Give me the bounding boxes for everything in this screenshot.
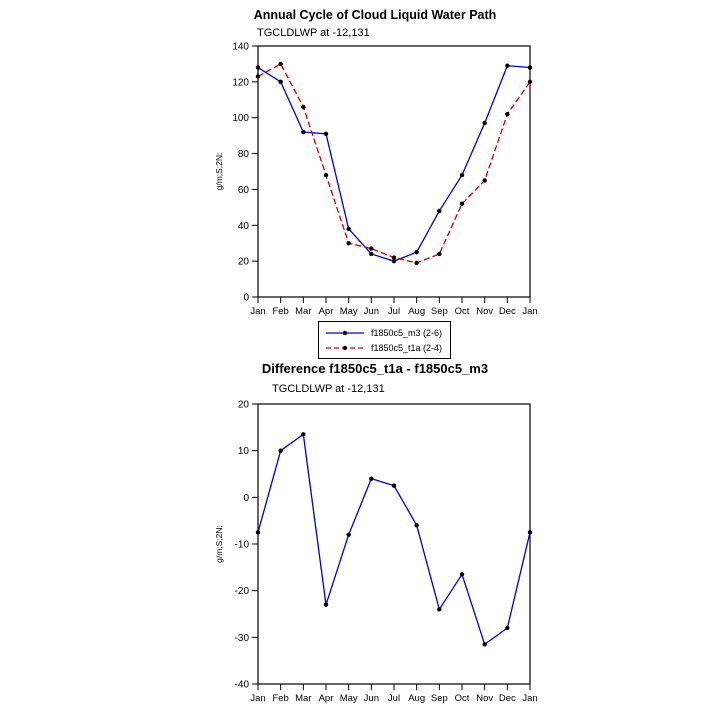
svg-text:-30: -30: [235, 633, 250, 644]
svg-text:Feb: Feb: [272, 306, 288, 317]
legend-label-t1a: f1850c5_t1a (2-4): [371, 342, 443, 353]
svg-text:60: 60: [238, 185, 250, 196]
legend-item-t1a: f1850c5_t1a (2-4): [324, 340, 442, 355]
svg-text:-10: -10: [235, 540, 250, 551]
svg-text:100: 100: [232, 113, 249, 124]
svg-text:Dec: Dec: [499, 693, 516, 704]
bottom-chart-title: Difference f1850c5_t1a - f1850c5_m3: [261, 361, 489, 376]
svg-text:20: 20: [238, 400, 250, 411]
annual-cycle-line-chart: 0 20 40 60 80 100 120 140 Jan Feb Mar Apr May Jun Jul A…: [214, 42, 538, 318]
svg-text:Sep: Sep: [431, 306, 448, 317]
svg-text:Mar: Mar: [295, 306, 311, 317]
svg-text:g/m;S;2N:: g/m;S;2N:: [214, 525, 224, 563]
legend-line-sample-m3: [326, 330, 364, 335]
svg-text:0: 0: [243, 493, 249, 504]
svg-text:Jul: Jul: [388, 693, 400, 704]
legend-line-sample-t1a: [326, 345, 364, 350]
svg-text:Nov: Nov: [476, 306, 493, 317]
svg-text:May: May: [340, 306, 358, 317]
svg-text:20: 20: [238, 257, 250, 268]
top-chart-title: Annual Cycle of Cloud Liquid Water Path: [253, 8, 497, 22]
svg-text:0: 0: [243, 293, 249, 304]
difference-line-chart: -40 -30 -20 -10 0 10 20 Jan Feb Mar Apr May Jun Jul Au…: [214, 400, 538, 705]
bottom-chart-subtitle: TGCLDLWP at -12,131: [272, 383, 385, 395]
svg-text:May: May: [340, 693, 358, 704]
svg-text:Oct: Oct: [455, 306, 470, 317]
svg-text:Apr: Apr: [319, 693, 334, 704]
top-chart-subtitle: TGCLDLWP at -12,131: [257, 27, 370, 39]
svg-text:-40: -40: [235, 680, 250, 691]
svg-text:Jan: Jan: [250, 306, 265, 317]
svg-text:Sep: Sep: [431, 693, 448, 704]
svg-text:Jul: Jul: [388, 306, 400, 317]
svg-text:140: 140: [232, 42, 249, 53]
svg-text:Nov: Nov: [476, 693, 493, 704]
svg-text:Jun: Jun: [364, 693, 379, 704]
svg-text:Feb: Feb: [272, 693, 288, 704]
legend-item-m3: f1850c5_m3 (2-6): [324, 325, 442, 340]
svg-text:Jan: Jan: [522, 693, 537, 704]
svg-text:Oct: Oct: [455, 693, 470, 704]
svg-text:Jan: Jan: [522, 306, 537, 317]
legend-label-m3: f1850c5_m3 (2-6): [371, 327, 443, 338]
svg-text:-20: -20: [235, 586, 250, 597]
svg-text:Mar: Mar: [295, 693, 311, 704]
svg-text:Dec: Dec: [499, 306, 516, 317]
svg-text:120: 120: [232, 77, 249, 88]
svg-text:Jan: Jan: [250, 693, 265, 704]
svg-text:40: 40: [238, 221, 250, 232]
legend: f1850c5_m3 (2-6) f1850c5_t1a (2-4): [318, 321, 452, 359]
svg-text:Jun: Jun: [364, 306, 379, 317]
svg-text:g/m;S;2N:: g/m;S;2N:: [214, 153, 224, 191]
svg-text:Aug: Aug: [408, 693, 425, 704]
svg-text:10: 10: [238, 446, 250, 457]
svg-text:Aug: Aug: [408, 306, 425, 317]
svg-text:Apr: Apr: [319, 306, 334, 317]
svg-text:80: 80: [238, 149, 250, 160]
